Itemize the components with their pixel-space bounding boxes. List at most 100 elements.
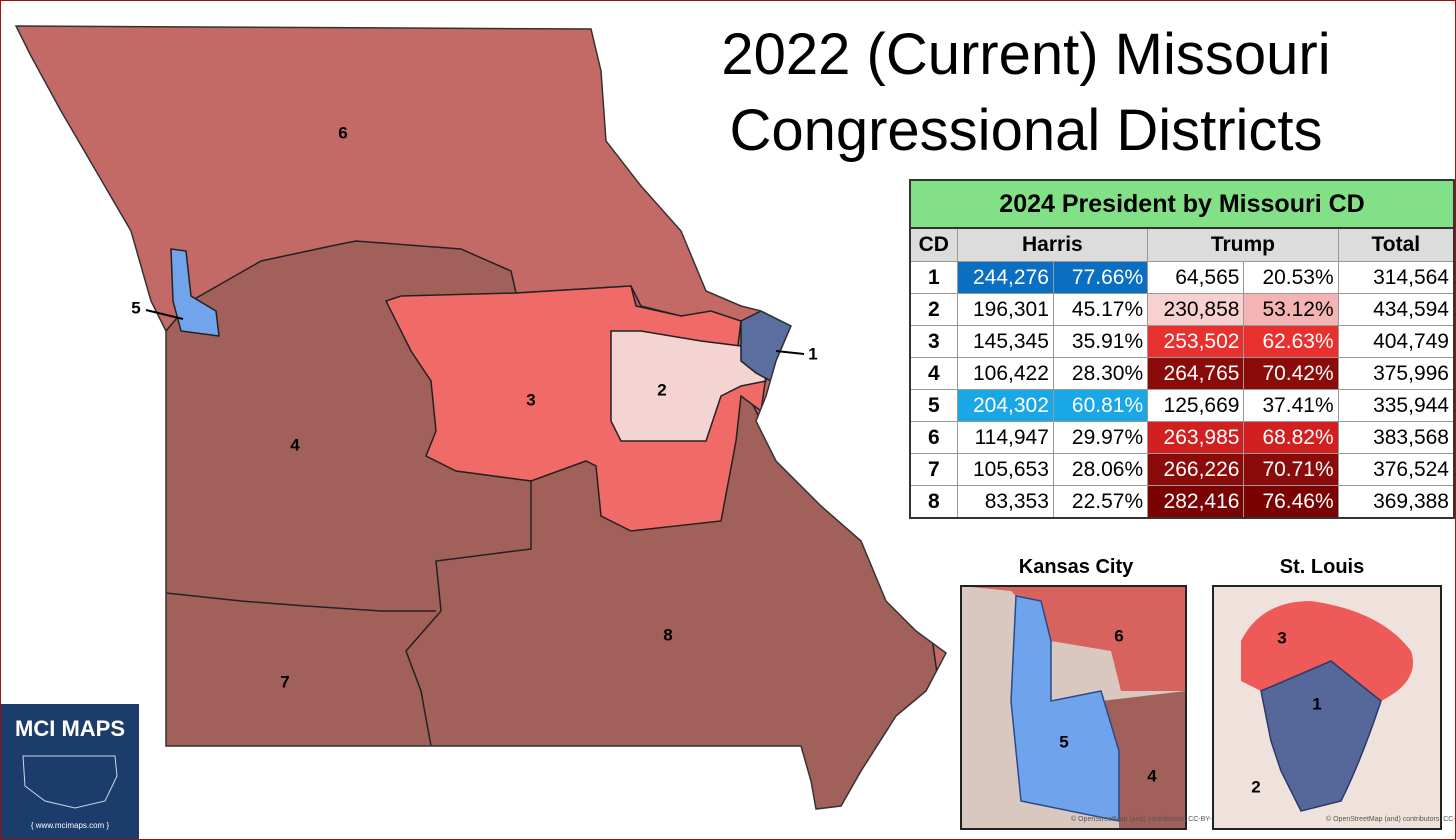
district-2 [610, 330, 767, 442]
table-row: 7 105,653 28.06% 266,226 70.71% 376,524 [909, 453, 1455, 486]
table-cell: 244,276 [956, 261, 1054, 294]
table-cell: 76.46% [1243, 485, 1339, 519]
table-cell: 404,749 [1337, 325, 1455, 358]
header-cell: CD [909, 227, 958, 262]
table-cell: 8 [909, 485, 958, 519]
attribution: © OpenStreetMap (and) contributors, CC-B… [1326, 815, 1455, 823]
inset-label: 2 [1251, 777, 1260, 796]
title-line: 2022 (Current) Missouri [721, 22, 1331, 87]
table-row: 1 244,276 77.66% 64,565 20.53% 314,564 [909, 261, 1455, 294]
table-cell: 335,944 [1337, 389, 1455, 422]
district-border [165, 481, 532, 747]
table-row: 6 114,947 29.97% 263,985 68.82% 383,568 [909, 421, 1455, 454]
leader-line [145, 309, 184, 320]
inset-district-5 [1010, 595, 1120, 822]
inset-label: 3 [1277, 628, 1286, 647]
inset-district-4 [1101, 691, 1186, 829]
inset-label: 4 [1147, 766, 1157, 785]
table-cell: 114,947 [956, 421, 1054, 454]
table-cell: 22.57% [1052, 485, 1149, 519]
table-row: 8 83,353 22.57% 282,416 76.46% 369,388 [909, 485, 1455, 519]
table-cell: 35.91% [1052, 325, 1149, 358]
table-cell: 434,594 [1337, 293, 1455, 326]
inset-label: 6 [1114, 626, 1123, 645]
logo-url: { www.mcimaps.com } [30, 821, 110, 830]
table-cell: 60.81% [1052, 389, 1149, 422]
table-cell: 376,524 [1337, 453, 1455, 486]
table-cell: 4 [909, 357, 958, 390]
table-cell: 20.53% [1243, 261, 1339, 294]
logo-title: MCI MAPS [15, 716, 125, 741]
inset-kansas-city: 6 5 4 © OpenStreetMap (and) contributors… [960, 585, 1221, 830]
table-row: 4 106,422 28.30% 264,765 70.42% 375,996 [909, 357, 1455, 390]
table-cell: 282,416 [1147, 485, 1245, 519]
table-cell: 3 [909, 325, 958, 358]
table-cell: 28.06% [1052, 453, 1149, 486]
inset-st-louis: 3 1 2 © OpenStreetMap (and) contributors… [1212, 585, 1455, 830]
table-cell: 45.17% [1052, 293, 1149, 326]
leader-line [775, 350, 805, 355]
table-cell: 1 [909, 261, 958, 294]
table-cell: 70.71% [1243, 453, 1339, 486]
table-cell: 53.12% [1243, 293, 1339, 326]
inset-district-3 [1241, 601, 1413, 701]
table-row: 3 145,345 35.91% 253,502 62.63% 404,749 [909, 325, 1455, 358]
header-cell: Harris [956, 227, 1149, 262]
header-cell: Total [1337, 227, 1455, 262]
table-row: 5 204,302 60.81% 125,669 37.41% 335,944 [909, 389, 1455, 422]
table-cell: 2 [909, 293, 958, 326]
district-label: 7 [280, 672, 289, 691]
table-cell: 383,568 [1337, 421, 1455, 454]
table-row: 2 196,301 45.17% 230,858 53.12% 434,594 [909, 293, 1455, 326]
table-cell: 266,226 [1147, 453, 1245, 486]
district-label: 4 [290, 435, 300, 454]
table-cell: 230,858 [1147, 293, 1245, 326]
table-cell: 196,301 [956, 293, 1054, 326]
table-cell: 77.66% [1052, 261, 1149, 294]
inset-frame [960, 585, 1187, 830]
table-cell: 28.30% [1052, 357, 1149, 390]
table-cell: 68.82% [1243, 421, 1339, 454]
inset-district-6 [961, 586, 1186, 691]
table-cell: 64,565 [1147, 261, 1245, 294]
table-cell: 253,502 [1147, 325, 1245, 358]
district-label: 1 [808, 344, 817, 363]
district-label: 3 [526, 390, 535, 409]
inset-label: 5 [1059, 732, 1068, 751]
header-row: CD Harris Trump Total [909, 227, 1455, 262]
title-line: Congressional Districts [729, 98, 1323, 163]
table-cell: 62.63% [1243, 325, 1339, 358]
district-label: 8 [663, 625, 672, 644]
table-cell: 29.97% [1052, 421, 1149, 454]
table-cell: 83,353 [956, 485, 1054, 519]
table-title-row: 2024 President by Missouri CD [909, 179, 1455, 229]
table-cell: 145,345 [956, 325, 1054, 358]
table-cell: 263,985 [1147, 421, 1245, 454]
district-label: 2 [657, 380, 666, 399]
table-cell: 314,564 [1337, 261, 1455, 294]
district-label: 5 [131, 298, 140, 317]
table-cell: 7 [909, 453, 958, 486]
header-cell: Trump [1147, 227, 1339, 262]
table-title: 2024 President by Missouri CD [909, 179, 1455, 229]
district-5 [170, 248, 220, 337]
inset-district-1 [1260, 660, 1382, 812]
results-table: 2024 President by Missouri CD CD Harris Tru… [909, 179, 1455, 519]
table-cell: 6 [909, 421, 958, 454]
table-cell: 106,422 [956, 357, 1054, 390]
inset-title: St. Louis [1279, 556, 1365, 578]
table-cell: 375,996 [1337, 357, 1455, 390]
logo-map [22, 755, 118, 809]
table-cell: 105,653 [956, 453, 1054, 486]
table-cell: 369,388 [1337, 485, 1455, 519]
table-cell: 204,302 [956, 389, 1054, 422]
district-label: 6 [338, 123, 347, 142]
inset-title: Kansas City [1018, 556, 1134, 578]
attribution: © OpenStreetMap (and) contributors, CC-B… [1071, 815, 1221, 823]
table-cell: 70.42% [1243, 357, 1339, 390]
logo: MCI MAPS { www.mcimaps.com } [1, 704, 139, 839]
inset-frame [1212, 585, 1442, 830]
table-cell: 5 [909, 389, 958, 422]
table-cell: 37.41% [1243, 389, 1339, 422]
